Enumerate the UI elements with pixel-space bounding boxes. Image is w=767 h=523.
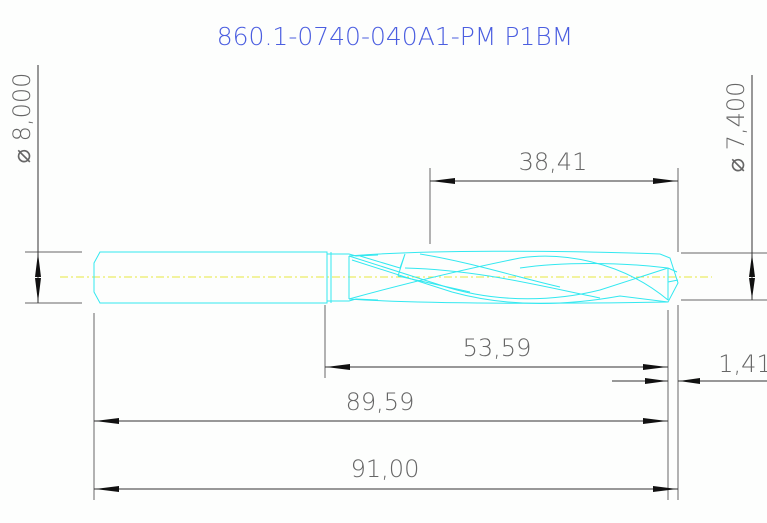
flute-length-label: 38,41 bbox=[519, 148, 588, 176]
tip-diameter-label: ⌀ 7,400 bbox=[722, 82, 750, 173]
overall-length-label: 91,00 bbox=[351, 455, 420, 483]
length-to-point-dimension: 89,59 bbox=[94, 388, 668, 424]
point-length-dimension: 1,41 bbox=[612, 350, 767, 384]
body-length-label: 53,59 bbox=[463, 334, 532, 362]
drill-outline bbox=[93, 250, 679, 304]
shank-diameter-dimension: ⌀ 8,000 bbox=[8, 65, 82, 304]
overall-length-dimension: 91,00 bbox=[94, 455, 678, 492]
length-to-point-label: 89,59 bbox=[346, 388, 415, 416]
shank-diameter-label: ⌀ 8,000 bbox=[8, 73, 36, 164]
tip-diameter-dimension: ⌀ 7,400 bbox=[681, 75, 767, 301]
body-length-dimension: 53,59 bbox=[325, 334, 668, 370]
flute-length-dimension: 38,41 bbox=[429, 148, 679, 252]
point-length-label: 1,41 bbox=[718, 350, 767, 378]
drawing-title: 860.1-0740-040A1-PM P1BM bbox=[217, 22, 574, 51]
shank bbox=[93, 251, 328, 304]
